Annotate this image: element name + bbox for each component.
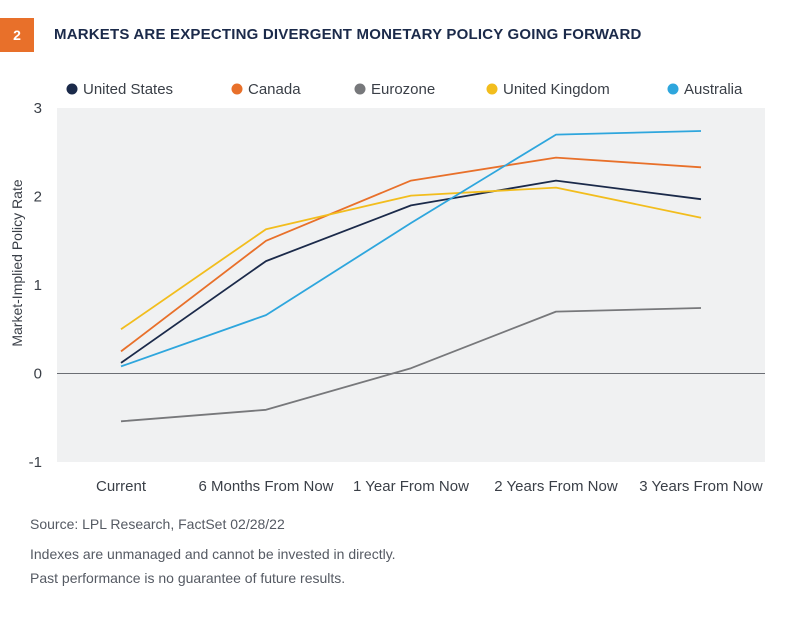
legend-marker (667, 83, 679, 95)
figure-header: 2 MARKETS ARE EXPECTING DIVERGENT MONETA… (0, 18, 808, 52)
series-line (120, 307, 702, 423)
y-tick-label: 1 (34, 277, 42, 294)
legend-marker (66, 83, 78, 95)
legend-marker (354, 83, 366, 95)
source-note: Source: LPL Research, FactSet 02/28/22 (30, 516, 285, 532)
x-tick-label: 2 Years From Now (494, 478, 618, 495)
x-axis: Current 6 Months From Now 1 Year From Now 2… (96, 478, 763, 495)
legend-label: Eurozone (371, 81, 435, 98)
legend-label: United States (83, 81, 173, 98)
figure-number-badge: 2 (0, 18, 34, 52)
legend-label: Canada (248, 81, 301, 98)
legend-item: United Kingdom (486, 81, 610, 98)
disclaimer-invest: Indexes are unmanaged and cannot be inve… (30, 546, 396, 562)
plot-area (57, 108, 765, 462)
y-tick-label: 2 (34, 189, 42, 206)
y-axis-label: Market-Implied Policy Rate (9, 179, 25, 346)
x-tick-label: 1 Year From Now (353, 478, 469, 495)
series-line (120, 130, 702, 368)
legend-item: United States (66, 81, 173, 98)
y-tick-label: -1 (29, 454, 42, 471)
series-lines (120, 130, 702, 423)
figure-title: MARKETS ARE EXPECTING DIVERGENT MONETARY… (54, 26, 642, 43)
legend-marker (231, 83, 243, 95)
x-tick-label: Current (96, 478, 147, 495)
legend-item: Australia (667, 81, 743, 98)
series-line (120, 186, 702, 331)
legend-marker (486, 83, 498, 95)
legend-label: United Kingdom (503, 81, 610, 98)
series-line (120, 179, 702, 364)
x-tick-label: 6 Months From Now (198, 478, 333, 495)
legend-item: Canada (231, 81, 301, 98)
disclaimer-performance: Past performance is no guarantee of futu… (30, 570, 346, 586)
legend-label: Australia (684, 81, 743, 98)
y-tick-label: 3 (34, 100, 42, 117)
legend-item: Eurozone (354, 81, 435, 98)
x-tick-label: 3 Years From Now (639, 478, 763, 495)
y-tick-label: 0 (34, 366, 42, 383)
line-chart: United States Canada Eurozone United Kingdo… (9, 81, 765, 495)
series-line (120, 156, 702, 353)
y-axis: -1 0 1 2 3 (29, 100, 42, 471)
chart-legend: United States Canada Eurozone United Kingdo… (66, 81, 743, 98)
